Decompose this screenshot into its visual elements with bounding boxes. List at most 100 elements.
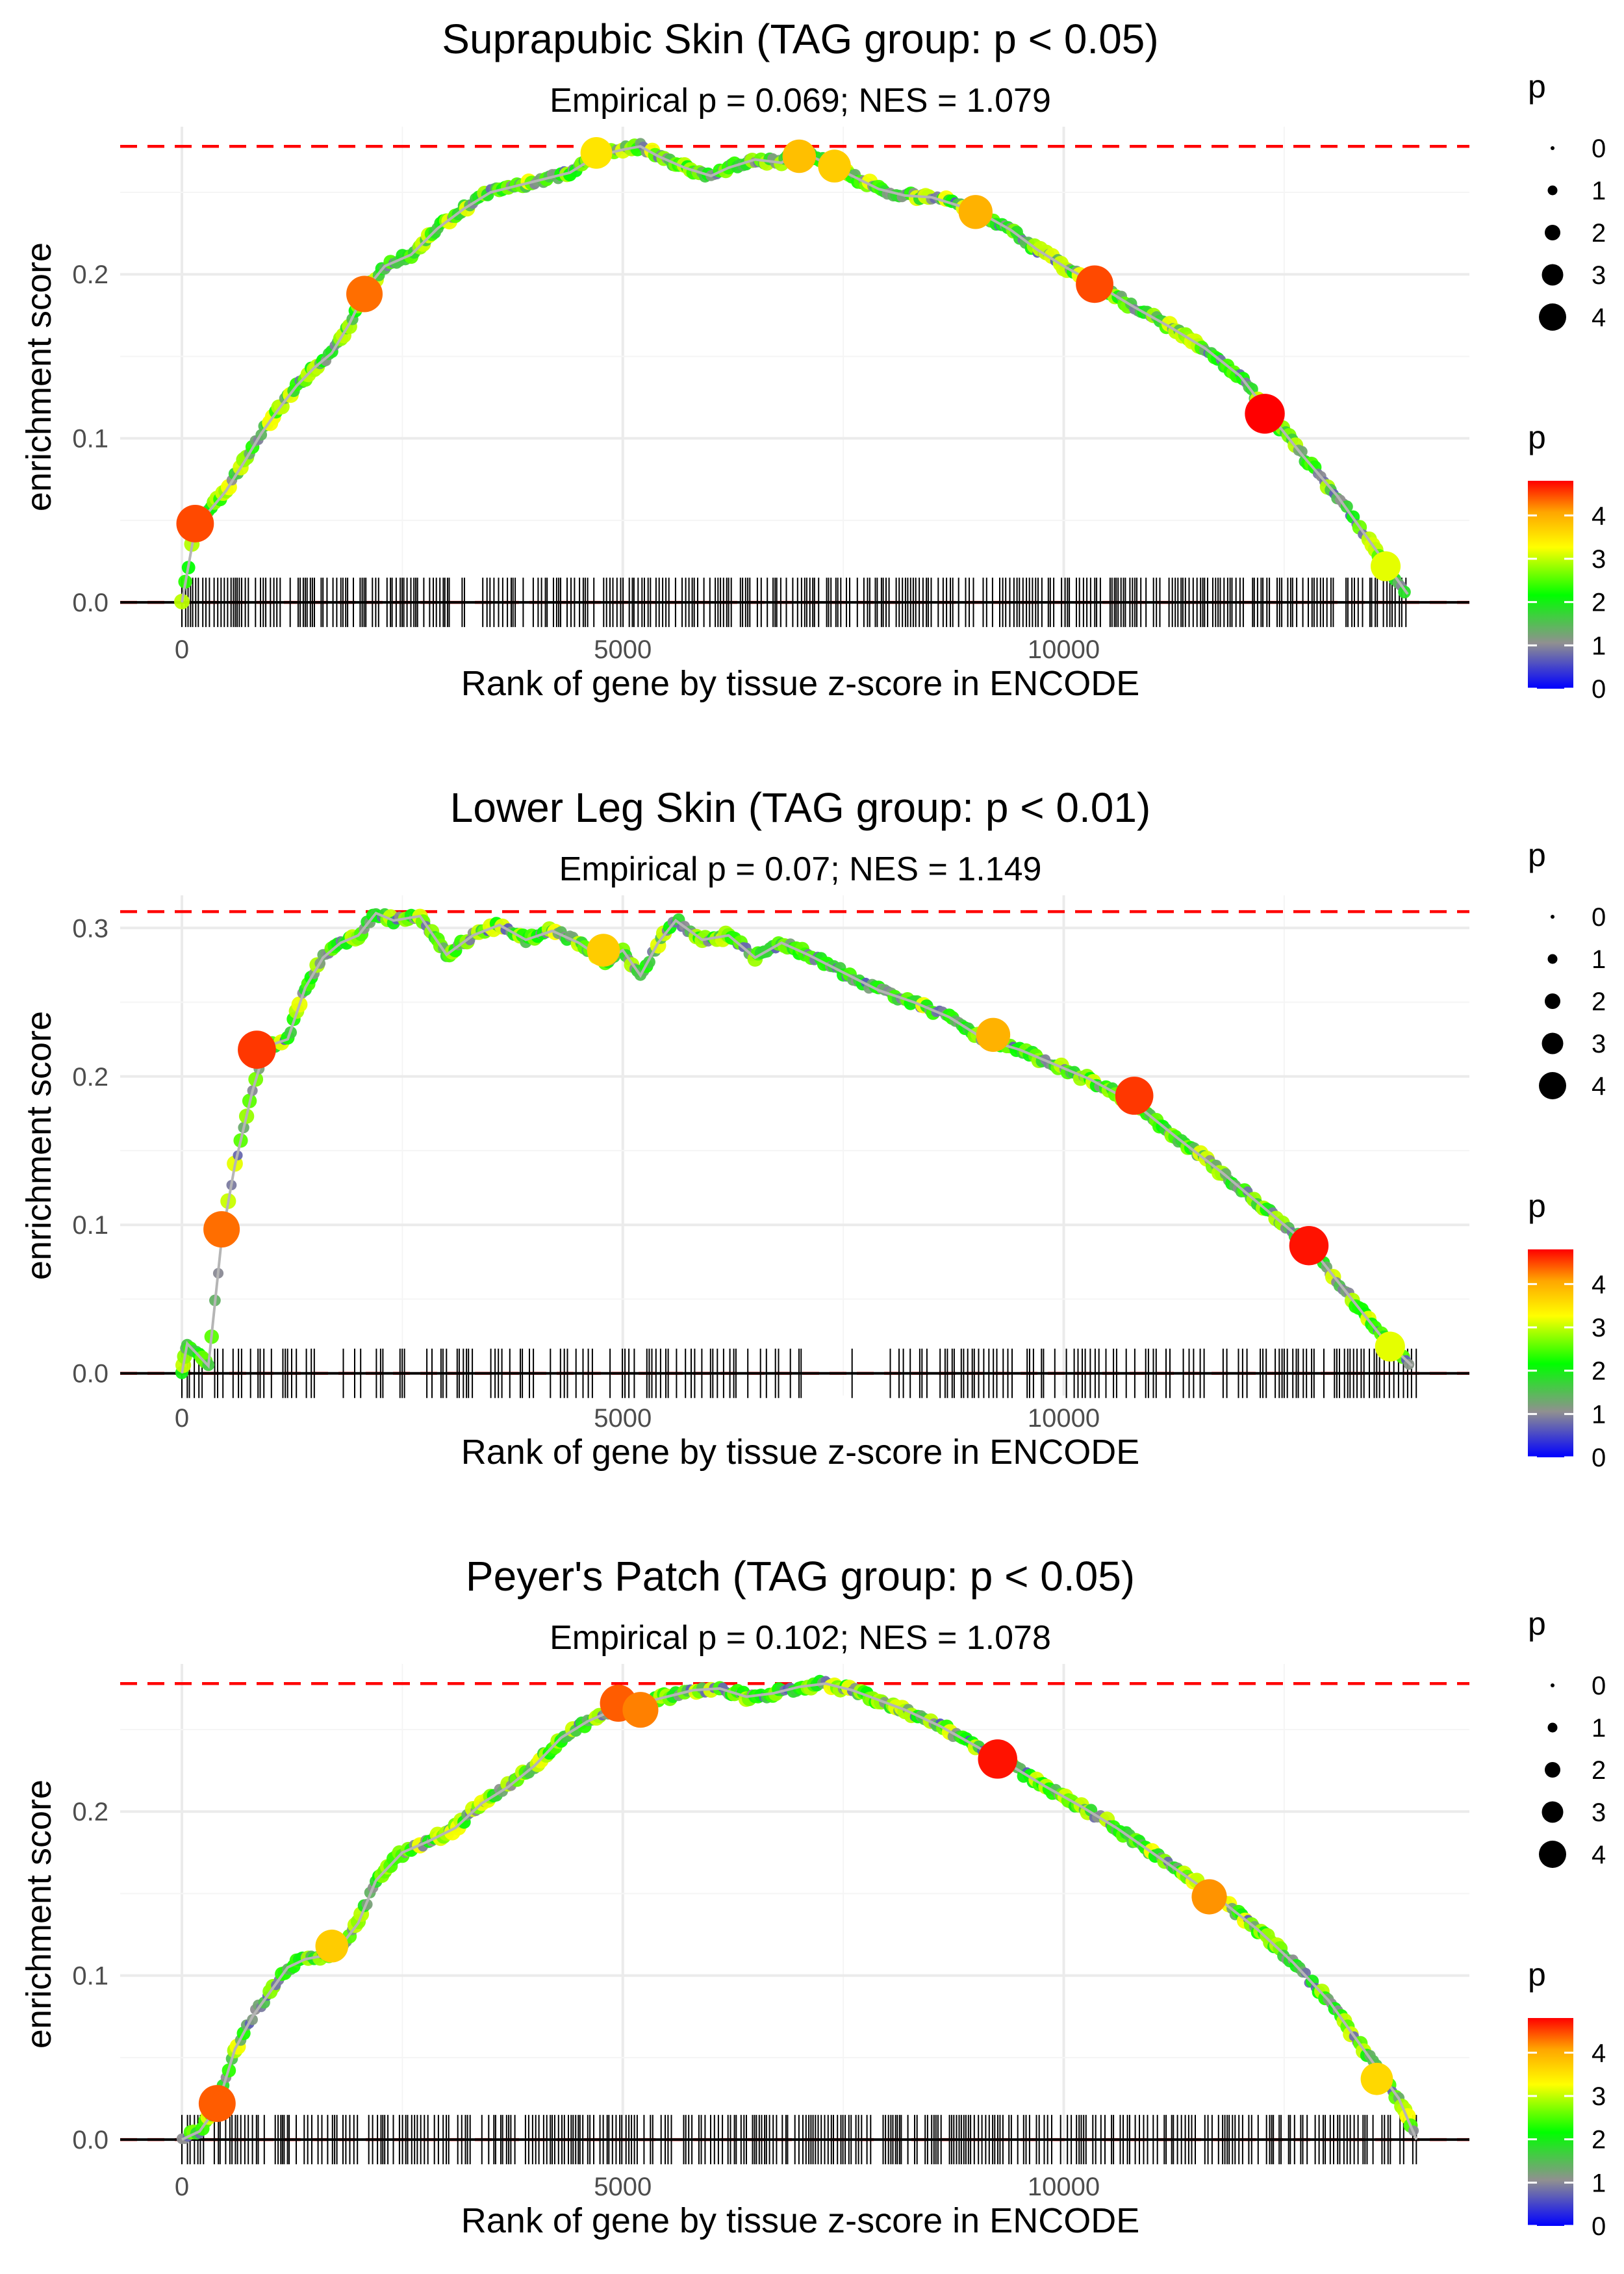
running-sum-point bbox=[1296, 446, 1308, 457]
y-tick-label: 0.1 bbox=[72, 1211, 108, 1240]
panel-2-title: Lower Leg Skin (TAG group: p < 0.01) bbox=[450, 784, 1151, 831]
highlight-point bbox=[958, 195, 993, 229]
highlight-point bbox=[238, 1030, 276, 1069]
legend-block-3: p 0 1 2 3 4 p 0 1 2 3 4 bbox=[1528, 1605, 1606, 2241]
highlight-point bbox=[1115, 1077, 1154, 1115]
size-legend-dot bbox=[1551, 915, 1554, 919]
size-legend-title: p bbox=[1528, 1605, 1546, 1642]
panel-3-x-axis-label: Rank of gene by tissue z-score in ENCODE bbox=[461, 2201, 1139, 2240]
size-legend-label: 2 bbox=[1592, 1756, 1606, 1785]
color-legend-label: 3 bbox=[1592, 2082, 1606, 2111]
highlight-point bbox=[818, 149, 851, 183]
panel-1: Suprapubic Skin (TAG group: p < 0.05) Em… bbox=[19, 16, 1469, 703]
running-sum-points bbox=[175, 908, 1415, 1379]
panel-1-y-axis-label: enrichment score bbox=[19, 242, 58, 511]
size-legend-label: 4 bbox=[1592, 303, 1606, 332]
panel-1-plot-area: 0 5000 10000 0.0 0.1 0.2 bbox=[72, 127, 1469, 664]
color-legend-title: p bbox=[1528, 1188, 1546, 1224]
size-legend-label: 3 bbox=[1592, 261, 1606, 290]
size-legend-dot bbox=[1545, 1762, 1560, 1778]
gridlines bbox=[120, 1664, 1469, 2164]
y-tick-label: 0.0 bbox=[72, 589, 108, 617]
color-legend-bar bbox=[1528, 2018, 1573, 2226]
size-legend-dot bbox=[1551, 1683, 1554, 1687]
color-legend-bar bbox=[1528, 1249, 1573, 1457]
y-tick-label: 0.2 bbox=[72, 1798, 108, 1826]
size-legend-label: 4 bbox=[1592, 1841, 1606, 1869]
panel-2-subtitle: Empirical p = 0.07; NES = 1.149 bbox=[559, 850, 1042, 888]
panel-2-plot-area: 0 5000 10000 0.0 0.1 0.2 0.3 bbox=[72, 895, 1469, 1433]
x-tick-label: 10000 bbox=[1028, 1404, 1100, 1433]
size-legend-label: 2 bbox=[1592, 219, 1606, 248]
x-tick-label: 10000 bbox=[1028, 635, 1100, 664]
size-legend-dot bbox=[1539, 1841, 1566, 1868]
color-legend-label: 3 bbox=[1592, 1314, 1606, 1342]
panel-3-plot-area: 0 5000 10000 0.0 0.1 0.2 bbox=[72, 1664, 1469, 2201]
panel-2-y-axis-label: enrichment score bbox=[19, 1011, 58, 1280]
size-legend-dot bbox=[1542, 264, 1564, 286]
highlight-point bbox=[1289, 1225, 1329, 1266]
size-legend-label: 1 bbox=[1592, 945, 1606, 974]
y-tick-label: 0.3 bbox=[72, 914, 108, 943]
color-legend-label: 2 bbox=[1592, 1357, 1606, 1386]
running-sum-point bbox=[1300, 1967, 1311, 1978]
size-legend-label: 0 bbox=[1592, 1672, 1606, 1700]
color-legend-label: 2 bbox=[1592, 2126, 1606, 2154]
panel-3-title: Peyer's Patch (TAG group: p < 0.05) bbox=[466, 1553, 1135, 1600]
size-legend-dot bbox=[1542, 1801, 1564, 1823]
highlight-point bbox=[580, 136, 613, 169]
size-legend-title: p bbox=[1528, 837, 1546, 873]
highlight-point bbox=[1370, 551, 1401, 581]
color-legend-label: 0 bbox=[1592, 675, 1606, 704]
size-legend-dot bbox=[1551, 146, 1554, 150]
color-legend-title: p bbox=[1528, 419, 1546, 455]
size-legend-label: 3 bbox=[1592, 1030, 1606, 1058]
y-tick-label: 0.1 bbox=[72, 1962, 108, 1991]
x-tick-label: 5000 bbox=[594, 635, 652, 664]
x-tick-label: 5000 bbox=[594, 2173, 652, 2201]
size-legend-title: p bbox=[1528, 68, 1546, 105]
size-legend-label: 0 bbox=[1592, 903, 1606, 932]
gridlines bbox=[120, 127, 1469, 627]
legend-block-2: p 0 1 2 3 4 p 0 1 2 3 4 bbox=[1528, 837, 1606, 1472]
color-legend-label: 1 bbox=[1592, 2169, 1606, 2197]
legend-block-1: p 0 1 2 3 4 p 0 1 2 3 4 bbox=[1528, 68, 1606, 704]
running-sum-line bbox=[181, 1682, 1418, 2141]
y-tick-label: 0.2 bbox=[72, 1063, 108, 1092]
highlight-point bbox=[1360, 2062, 1393, 2095]
size-legend-dot bbox=[1547, 954, 1558, 964]
highlight-point bbox=[782, 139, 817, 173]
highlight-point bbox=[176, 505, 214, 543]
size-legend-dot bbox=[1539, 303, 1566, 331]
color-legend-label: 2 bbox=[1592, 589, 1606, 617]
panel-2: Lower Leg Skin (TAG group: p < 0.01) Emp… bbox=[19, 784, 1469, 1472]
x-tick-label: 0 bbox=[175, 2173, 189, 2201]
size-legend-label: 1 bbox=[1592, 177, 1606, 205]
size-legend-label: 4 bbox=[1592, 1072, 1606, 1101]
running-sum-points bbox=[174, 138, 1411, 609]
y-tick-label: 0.1 bbox=[72, 425, 108, 454]
highlight-point bbox=[622, 1692, 659, 1728]
color-legend-label: 0 bbox=[1592, 1444, 1606, 1472]
panel-3-y-axis-label: enrichment score bbox=[19, 1780, 58, 2049]
color-legend-label: 4 bbox=[1592, 1270, 1606, 1299]
size-legend-label: 0 bbox=[1592, 134, 1606, 163]
size-legend-label: 1 bbox=[1592, 1714, 1606, 1743]
highlight-point bbox=[346, 275, 383, 313]
highlight-point bbox=[198, 2085, 236, 2123]
size-legend-label: 3 bbox=[1592, 1798, 1606, 1827]
running-sum-point bbox=[1398, 585, 1411, 598]
highlight-point bbox=[203, 1211, 240, 1248]
color-legend-label: 4 bbox=[1592, 2039, 1606, 2067]
highlight-point bbox=[1375, 1331, 1405, 1362]
legends: p 0 1 2 3 4 p 0 1 2 3 4 p 0 1 2 3 4 p 0 1 2 3 4 p 0 1 2 3 4 p 0 1 2 3 4 bbox=[1528, 68, 1606, 2241]
highlight-point bbox=[976, 1017, 1011, 1052]
color-legend-label: 3 bbox=[1592, 545, 1606, 574]
x-tick-label: 10000 bbox=[1028, 2173, 1100, 2201]
panel-1-subtitle: Empirical p = 0.069; NES = 1.079 bbox=[550, 82, 1051, 120]
highlight-point bbox=[1191, 1879, 1227, 1915]
size-legend-label: 2 bbox=[1592, 988, 1606, 1016]
size-legend-dot bbox=[1539, 1072, 1566, 1099]
color-legend-label: 4 bbox=[1592, 502, 1606, 530]
